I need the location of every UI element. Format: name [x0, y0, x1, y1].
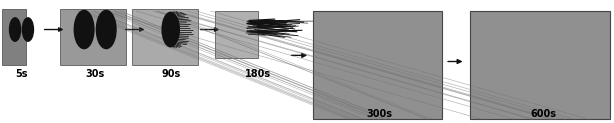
Bar	[60, 9, 126, 65]
Bar	[2, 9, 26, 65]
Text: 300s: 300s	[367, 109, 392, 119]
Bar	[132, 9, 198, 65]
Text: 5s: 5s	[15, 69, 28, 79]
Text: 180s: 180s	[245, 69, 271, 79]
Text: 30s: 30s	[85, 69, 105, 79]
Bar	[470, 11, 610, 119]
Ellipse shape	[162, 12, 179, 47]
Ellipse shape	[10, 18, 21, 41]
Ellipse shape	[96, 10, 116, 49]
Ellipse shape	[23, 18, 34, 41]
Bar	[215, 11, 258, 58]
Bar	[313, 11, 442, 119]
Text: 600s: 600s	[530, 109, 556, 119]
Text: 90s: 90s	[161, 69, 181, 79]
Ellipse shape	[74, 10, 94, 49]
